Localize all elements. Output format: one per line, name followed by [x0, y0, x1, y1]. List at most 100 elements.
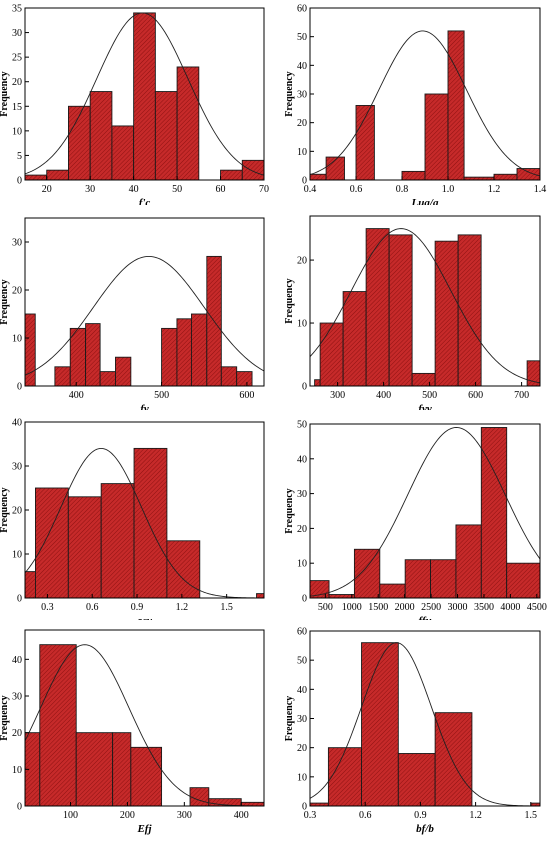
y-axis-label: Frequency — [0, 487, 10, 532]
y-tick-label: 0 — [302, 802, 307, 813]
histogram-bar — [154, 91, 178, 180]
x-tick-label: 1000 — [342, 602, 362, 613]
histogram-bar — [220, 169, 243, 180]
normal-fit-curve — [25, 255, 264, 376]
histogram-bar — [256, 593, 264, 598]
normal-fit-curve — [25, 644, 264, 806]
histogram-bar — [133, 12, 156, 180]
histogram-bar — [455, 524, 482, 598]
y-tick-label: 0 — [17, 382, 22, 393]
y-tick-label: 15 — [12, 102, 22, 113]
x-tick-label: 1500 — [368, 602, 388, 613]
x-tick-label: 400 — [69, 390, 84, 401]
x-axis-label: f'c — [139, 197, 151, 205]
normal-fit-curve — [310, 228, 540, 384]
histogram-fy: 0 10 20 30 400 500 600 Frequency fy — [0, 205, 275, 415]
y-tick-label: 50 — [297, 656, 307, 667]
x-tick-label: 0.9 — [131, 602, 144, 613]
x-axis-label: bf/b — [416, 823, 434, 835]
histogram-bar — [100, 483, 135, 598]
y-tick-label: 10 — [12, 550, 22, 561]
y-tick-label: 30 — [12, 28, 22, 39]
chart-svg: 0 10 20 30 40 50 60 0.3 0.6 0.9 1.2 1.5 Frequency bf/… — [284, 627, 541, 835]
x-tick-label: 0.6 — [86, 602, 99, 613]
x-tick-label: 1.2 — [469, 810, 482, 821]
x-tick-label: 1.2 — [488, 184, 501, 195]
x-tick-label: 20 — [42, 184, 52, 195]
histogram-bar — [516, 168, 540, 180]
y-axis-label: Frequency — [0, 279, 10, 324]
histogram-bar — [111, 125, 135, 180]
y-tick-label: 20 — [12, 286, 22, 297]
normal-fit-curve — [25, 12, 264, 176]
y-tick-label: 20 — [297, 256, 307, 267]
histogram-fc: 0 5 10 15 20 25 30 35 20 30 40 50 60 70 Frequency f'c — [0, 0, 275, 210]
histogram-bar — [99, 371, 116, 386]
chart-svg: 0 10 20 30 40 50 500 1000 1500 2000 2500 3000 3500 40… — [284, 420, 547, 628]
y-tick-label: 20 — [12, 506, 22, 517]
y-tick-label: 20 — [297, 118, 307, 129]
histogram-bar — [480, 427, 508, 598]
histogram-bar — [325, 156, 345, 180]
x-tick-label: 30 — [85, 184, 95, 195]
histogram-bar — [220, 366, 238, 386]
histogram-bar — [397, 753, 436, 806]
normal-fit-curve — [310, 30, 540, 177]
y-tick-label: 60 — [297, 627, 307, 638]
y-tick-label: 5 — [17, 151, 22, 162]
y-tick-label: 20 — [12, 728, 22, 739]
histogram-bar — [434, 240, 459, 386]
y-axis-label: Frequency — [284, 696, 295, 741]
x-tick-label: 50 — [172, 184, 182, 195]
chart-svg: 0 10 20 30 400 500 600 Frequency fy — [0, 217, 265, 415]
x-axis-label: fy — [140, 403, 149, 410]
histogram-bar — [89, 91, 113, 180]
y-tick-label: 0 — [17, 802, 22, 813]
histogram-bar — [112, 732, 132, 806]
histogram-bar — [327, 747, 362, 806]
y-tick-label: 10 — [12, 765, 22, 776]
x-tick-label: 500 — [422, 390, 437, 401]
histogram-bar — [424, 93, 449, 180]
histogram-bar — [411, 372, 436, 386]
y-tick-label: 20 — [297, 524, 307, 535]
histogram-bar — [54, 366, 71, 386]
y-tick-label: 10 — [297, 772, 307, 783]
x-axis-label: Efj — [136, 823, 152, 835]
y-tick-label: 30 — [297, 90, 307, 101]
histogram-bar — [161, 327, 178, 386]
x-tick-label: 0.8 — [396, 184, 409, 195]
histogram-bar — [310, 173, 327, 180]
x-axis-label: Lua/a — [411, 197, 439, 205]
x-tick-label: 1.2 — [176, 602, 189, 613]
x-tick-label: 600 — [468, 390, 483, 401]
x-tick-label: 0.3 — [41, 602, 54, 613]
x-tick-label: 2000 — [395, 602, 415, 613]
x-tick-label: 600 — [239, 390, 254, 401]
x-tick-label: 3500 — [474, 602, 494, 613]
y-tick-label: 10 — [297, 319, 307, 330]
y-tick-label: 0 — [302, 382, 307, 393]
histogram-bar — [236, 371, 253, 386]
x-axis-label: fyv — [418, 403, 432, 410]
y-tick-label: 20 — [297, 743, 307, 754]
histogram-bar — [176, 66, 200, 180]
y-tick-label: 40 — [297, 685, 307, 696]
histogram-fyv: 0 10 20 300 400 500 600 700 Frequency fyv — [275, 205, 550, 415]
x-tick-label: 1.5 — [525, 810, 538, 821]
histogram-bar — [447, 30, 465, 180]
x-tick-label: 4000 — [500, 602, 520, 613]
x-tick-label: 70 — [259, 184, 269, 195]
histogram-bar — [353, 548, 381, 598]
normal-fit-curve — [310, 642, 540, 806]
x-tick-label: 500 — [318, 602, 333, 613]
y-tick-label: 0 — [302, 176, 307, 187]
histogram-bar — [361, 642, 399, 806]
histogram-bar — [355, 105, 375, 180]
histogram-bar — [457, 234, 482, 386]
histogram-bar — [115, 356, 132, 386]
x-tick-label: 40 — [129, 184, 139, 195]
y-axis-label: Frequency — [284, 278, 295, 323]
x-tick-label: 60 — [216, 184, 226, 195]
